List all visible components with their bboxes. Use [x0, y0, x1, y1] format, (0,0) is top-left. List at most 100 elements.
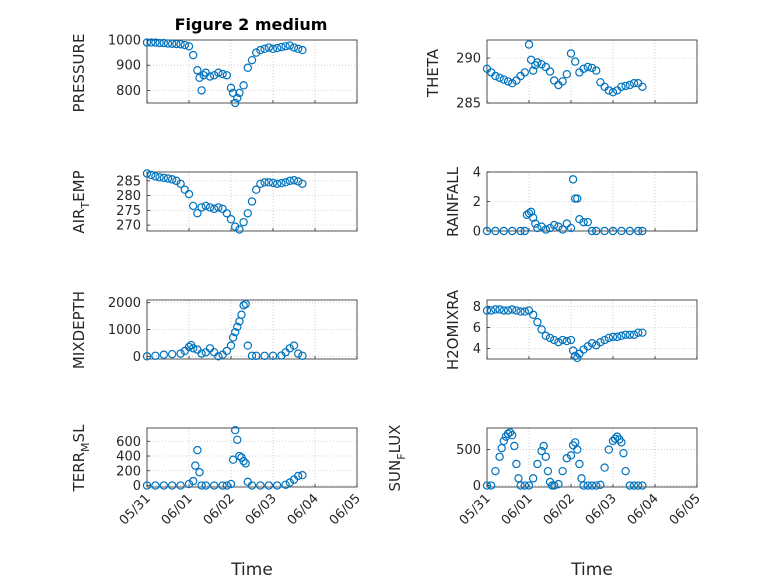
data-point — [146, 170, 156, 180]
x-tick-label: 06/04 — [625, 491, 662, 528]
data-point — [260, 44, 269, 54]
data-point — [230, 222, 240, 231]
data-point — [201, 201, 210, 211]
data-point — [596, 78, 605, 87]
data-point — [233, 93, 242, 103]
data-point — [226, 214, 236, 224]
data-point — [243, 341, 252, 350]
y-axis-label-main: THETA — [424, 48, 442, 98]
data-point — [621, 330, 630, 339]
y-tick-label: 0 — [133, 479, 141, 494]
data-point — [176, 40, 185, 49]
y-tick-label: 0 — [473, 479, 481, 494]
data-point — [625, 330, 635, 339]
data-point — [583, 217, 593, 227]
data-point — [214, 68, 223, 77]
data-point — [629, 78, 639, 88]
data-point — [218, 69, 227, 79]
data-point — [230, 327, 240, 337]
data-point — [264, 481, 273, 490]
figure-title: Figure 2 medium — [175, 15, 328, 34]
y-axis-label-subscript: M — [79, 442, 92, 452]
x-tick-label: 06/01 — [499, 491, 536, 528]
data-point — [592, 481, 601, 490]
y-tick-label: 0 — [133, 350, 141, 365]
y-tick-label: 600 — [116, 435, 141, 450]
data-point — [533, 459, 542, 469]
data-point — [573, 353, 582, 363]
data-point — [241, 459, 250, 468]
y-axis-label: H2OMIXRA — [444, 289, 462, 370]
y-tick-label: 1000 — [108, 323, 141, 338]
data-point — [239, 301, 248, 310]
data-point — [226, 341, 236, 350]
data-point — [529, 474, 538, 483]
data-point — [495, 73, 504, 83]
data-point — [531, 60, 540, 70]
axes-box — [146, 39, 358, 104]
y-tick-label: 400 — [116, 450, 141, 465]
data-point — [214, 352, 223, 361]
data-point — [281, 480, 290, 489]
data-point — [550, 335, 559, 345]
data-point — [252, 48, 261, 57]
x-tick-label: 06/02 — [201, 491, 238, 528]
data-point — [230, 426, 240, 435]
data-point — [184, 189, 194, 199]
data-point — [587, 226, 597, 236]
data-point — [537, 222, 546, 231]
data-point — [142, 169, 152, 178]
data-point — [566, 335, 576, 345]
data-point — [508, 430, 517, 440]
data-point — [545, 223, 555, 233]
y-axis-label-main: RAINFALL — [444, 166, 462, 237]
x-axis-label: Time — [570, 560, 613, 580]
axes-box — [146, 171, 358, 232]
data-point — [625, 80, 635, 90]
y-axis-label-rest: EMP — [70, 170, 88, 201]
y-axis-label-main: PRESSURE — [70, 34, 88, 113]
data-point — [289, 176, 299, 185]
data-point — [205, 72, 215, 81]
data-point — [613, 332, 622, 342]
data-point — [554, 222, 563, 231]
data-point — [575, 349, 584, 358]
y-tick-label: 500 — [456, 443, 481, 458]
data-point — [558, 225, 567, 234]
data-point — [294, 44, 303, 54]
data-point — [151, 172, 160, 181]
data-point — [298, 471, 307, 480]
data-point — [167, 481, 177, 490]
subplot-6: 4 6 8 H2OMIXRA — [444, 289, 698, 370]
data-point — [180, 185, 189, 194]
data-point — [510, 441, 519, 451]
data-point — [268, 351, 278, 360]
data-point — [209, 481, 219, 490]
data-point — [550, 481, 559, 490]
data-point — [285, 41, 294, 50]
data-point — [176, 481, 185, 490]
data-point — [629, 481, 639, 490]
data-point — [562, 336, 572, 346]
data-point — [172, 176, 181, 186]
data-point — [230, 98, 240, 108]
data-point — [256, 45, 265, 55]
y-axis-label-rest: SL — [70, 424, 88, 443]
data-point — [537, 325, 546, 334]
data-point — [503, 429, 513, 438]
data-point — [264, 178, 273, 187]
data-point — [222, 71, 231, 80]
subplot-5: 0 1000 2000 MIXDEPTH — [70, 291, 358, 369]
data-point — [256, 481, 265, 490]
data-point — [159, 38, 168, 48]
y-tick-label: 290 — [456, 52, 481, 67]
y-axis-label: TERRMSL — [70, 424, 92, 493]
data-point — [188, 50, 198, 60]
data-point — [583, 62, 593, 72]
data-point — [541, 331, 551, 341]
data-point — [264, 43, 273, 52]
data-point — [142, 38, 152, 47]
data-point — [592, 226, 601, 236]
data-point — [562, 219, 572, 228]
